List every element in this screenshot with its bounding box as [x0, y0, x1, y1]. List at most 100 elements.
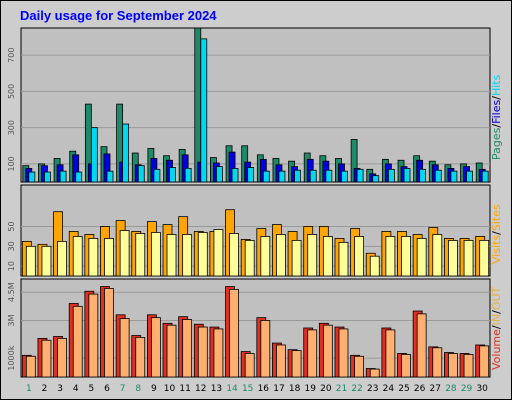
volume-bar-in-day-30	[479, 345, 490, 378]
volume-bar-in-day-18	[291, 350, 302, 378]
visits-bar-sites-day-12	[197, 232, 208, 277]
visits-bar-sites-day-13	[213, 229, 224, 277]
x-axis-day-label: 19	[304, 384, 316, 394]
volume-bar-in-day-21	[338, 328, 349, 378]
volume-legend-item: OUT	[490, 286, 503, 310]
hits-bar-hits-day-12	[200, 38, 208, 183]
volume-bar-in-day-4	[72, 305, 83, 378]
visits-bar-sites-day-10	[166, 234, 177, 277]
hits-bar-hits-day-17	[278, 170, 286, 183]
visits-bar-sites-day-17	[276, 234, 286, 277]
visits-bar-sites-day-2	[41, 245, 52, 277]
x-axis-day-label: 3	[57, 384, 63, 394]
x-axis-day-label: 16	[258, 384, 270, 394]
volume-bar-in-day-15	[244, 353, 255, 378]
x-axis-day-label: 1	[26, 384, 32, 394]
volume-bar-in-day-10	[166, 324, 177, 378]
hits-bar-hits-day-22	[356, 168, 364, 183]
hits-legend-item: /	[490, 96, 503, 100]
volume-ytick-label: 4.5M	[7, 282, 16, 302]
visits-bar-sites-day-9	[150, 232, 161, 277]
visits-bar-sites-day-21	[338, 241, 349, 277]
visits-ytick-label: 30	[7, 241, 16, 251]
visits-ytick-label: 10	[7, 261, 16, 271]
volume-bar-in-day-20	[322, 324, 333, 378]
visits-bar-sites-day-19	[307, 234, 318, 277]
hits-bar-hits-day-26	[419, 168, 427, 183]
hits-bar-hits-day-21	[341, 170, 348, 183]
x-axis-day-label: 27	[430, 384, 441, 394]
hits-bar-hits-day-25	[403, 168, 411, 183]
volume-bar-in-day-19	[307, 329, 318, 378]
hits-legend: Pages/Files/Hits	[490, 74, 503, 160]
x-axis-day-label: 29	[461, 384, 473, 394]
visits-bar-sites-day-24	[385, 236, 396, 277]
volume-bar-in-day-26	[416, 313, 427, 378]
hits-bar-hits-day-11	[184, 168, 192, 183]
visits-bar-sites-day-23	[369, 255, 380, 277]
x-axis-day-label: 15	[242, 384, 253, 394]
x-axis-day-label: 17	[273, 384, 284, 394]
volume-bar-in-day-3	[57, 337, 67, 378]
hits-plot-area	[20, 27, 491, 183]
visits-bar-sites-day-26	[416, 238, 427, 277]
hits-bar-hits-day-10	[169, 167, 176, 183]
hits-bar-hits-day-4	[75, 171, 83, 183]
visits-bar-sites-day-30	[479, 239, 490, 277]
volume-bar-in-day-22	[354, 355, 365, 378]
hits-legend-item: Files	[490, 99, 503, 123]
volume-bar-in-day-5	[88, 293, 99, 378]
visits-bar-sites-day-27	[432, 234, 443, 277]
visits-ytick-label: 50	[7, 221, 16, 231]
volume-ytick-label: 1000k	[7, 345, 16, 370]
hits-bar-hits-day-2	[44, 171, 51, 183]
x-axis-day-label: 25	[398, 384, 409, 394]
volume-bar-in-day-6	[104, 288, 114, 378]
x-axis-day-label: 24	[383, 384, 395, 394]
volume-bar-in-day-1	[25, 355, 36, 378]
x-axis-day-label: 14	[226, 384, 238, 394]
volume-plot-area	[20, 278, 491, 378]
visits-bar-sites-day-3	[57, 240, 67, 277]
hits-bar-pages-day-12	[194, 27, 202, 183]
visits-bar-sites-day-11	[182, 234, 193, 277]
hits-bar-hits-day-27	[434, 169, 442, 183]
volume-bar-in-day-24	[385, 329, 396, 378]
hits-bar-hits-day-29	[466, 170, 473, 183]
visits-legend-item: /	[490, 231, 503, 235]
x-axis-day-label: 28	[445, 384, 457, 394]
hits-bar-hits-day-15	[247, 167, 255, 183]
hits-bar-hits-day-30	[481, 170, 489, 183]
hits-bar-hits-day-1	[28, 171, 36, 183]
x-axis-day-label: 22	[351, 384, 362, 394]
x-axis-day-label: 20	[320, 384, 332, 394]
hits-legend-item: /	[490, 124, 503, 128]
hits-bar-hits-day-3	[59, 170, 67, 183]
visits-plot-area	[20, 184, 491, 277]
x-axis-day-label: 9	[151, 384, 157, 394]
visits-bar-sites-day-16	[260, 236, 271, 277]
x-axis-day-label: 8	[135, 384, 141, 394]
hits-bar-hits-day-6	[106, 170, 114, 183]
visits-legend-item: Sites	[490, 204, 503, 231]
x-axis-day-label: 18	[289, 384, 301, 394]
hits-bar-hits-day-13	[216, 166, 223, 183]
hits-ytick-label: 300	[7, 120, 16, 135]
x-axis-day-label: 6	[104, 384, 110, 394]
visits-bar-sites-day-8	[135, 233, 146, 277]
x-axis-day-label: 5	[88, 384, 94, 394]
visits-bar-sites-day-29	[463, 239, 474, 277]
x-axis-day-label: 10	[164, 384, 176, 394]
volume-legend-item: /	[490, 325, 503, 329]
visits-legend: Visits/Sites	[490, 204, 503, 264]
volume-bar-in-day-28	[448, 353, 458, 378]
hits-bar-hits-day-16	[262, 170, 270, 183]
volume-legend-item: /	[490, 310, 503, 314]
hits-bar-hits-day-24	[387, 168, 395, 183]
volume-bar-in-day-7	[119, 318, 130, 378]
visits-bar-sites-day-1	[25, 245, 36, 277]
volume-bar-in-day-14	[229, 288, 239, 378]
visits-bar-sites-day-4	[72, 236, 83, 277]
x-axis-day-label: 7	[120, 384, 126, 394]
